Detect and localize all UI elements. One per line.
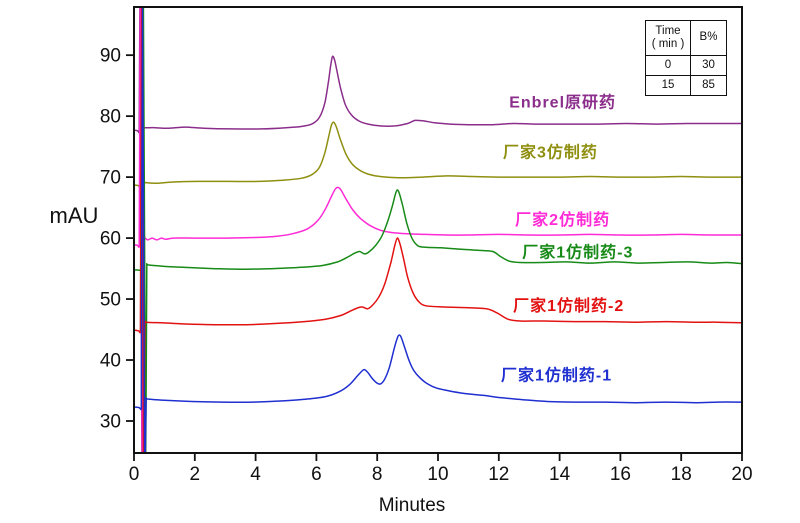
y-tick-label: 40 [100, 351, 121, 372]
x-tick-label: 16 [610, 464, 631, 485]
series-label-5: 厂家1仿制药-1 [501, 366, 612, 385]
x-axis-title: Minutes [379, 495, 446, 516]
y-tick-label: 70 [100, 168, 121, 189]
traces-group [134, 7, 742, 453]
gradient-table-header-time: Time ( min ) [645, 20, 691, 56]
y-tick-label: 90 [100, 46, 121, 67]
x-tick-label: 14 [549, 464, 571, 485]
gradient-table-header-time-line1: Time [655, 24, 681, 37]
gradient-table: Time ( min ) B% 0 30 15 85 [645, 20, 727, 96]
gradient-table-header-row: Time ( min ) B% [645, 20, 727, 56]
x-tick-label: 2 [190, 464, 201, 485]
gradient-table-row: 15 85 [645, 75, 727, 96]
series-label-3: 厂家1仿制药-3 [522, 242, 633, 261]
series-label-4: 厂家1仿制药-2 [513, 296, 624, 315]
x-tick-label: 18 [671, 464, 692, 485]
gradient-table-cell-b-0: 30 [690, 55, 727, 76]
gradient-table-cell-b-1: 85 [690, 75, 727, 96]
gradient-table-cell-time-1: 15 [645, 75, 691, 96]
y-tick-label: 50 [100, 290, 121, 311]
y-axis-title: mAU [50, 203, 99, 228]
gradient-table-row: 0 30 [645, 55, 727, 76]
x-tick-label: 4 [250, 464, 261, 485]
series-label-0: Enbrel原研药 [509, 93, 616, 112]
series-trace-3 [134, 7, 742, 453]
x-tick-label: 12 [488, 464, 509, 485]
series-label-2: 厂家2仿制药 [515, 210, 610, 229]
x-tick-label: 6 [311, 464, 322, 485]
series-trace-5 [134, 7, 742, 453]
y-tick-label: 80 [100, 107, 121, 128]
plot-frame [133, 6, 743, 454]
gradient-table-header-b: B% [690, 20, 727, 56]
x-tick-label: 0 [129, 464, 140, 485]
y-tick-label: 30 [100, 411, 121, 432]
x-tick-label: 8 [372, 464, 383, 485]
y-tick-label: 60 [100, 229, 121, 250]
series-label-1: 厂家3仿制药 [503, 143, 598, 162]
x-tick-label: 20 [731, 464, 752, 485]
x-tick-label: 10 [427, 464, 448, 485]
gradient-table-cell-time-0: 0 [645, 55, 691, 76]
gradient-table-header-time-line2: ( min ) [651, 38, 685, 50]
